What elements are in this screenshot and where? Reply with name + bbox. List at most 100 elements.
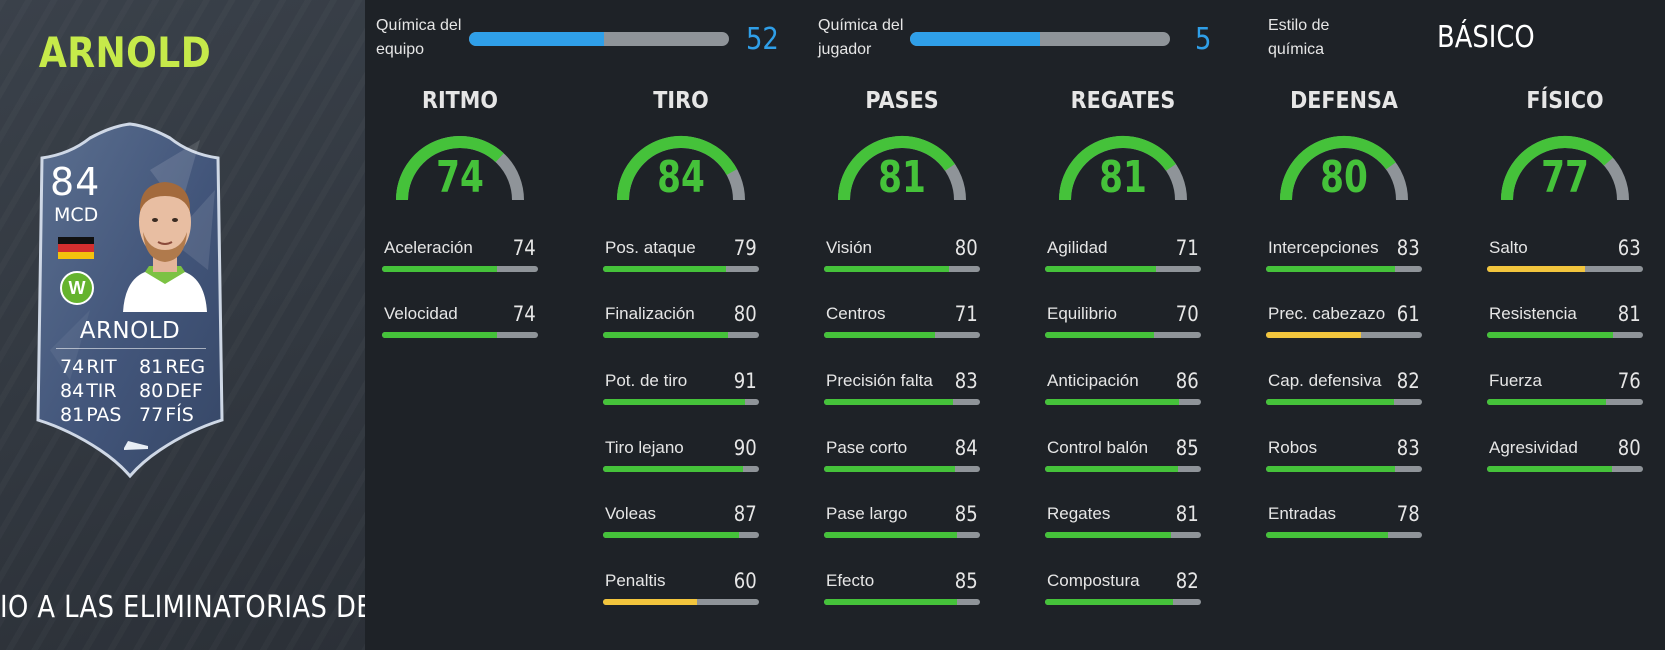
- attribute-bar: [603, 266, 759, 272]
- attribute-label: Efecto: [826, 571, 875, 590]
- attribute-label: Aceleración: [384, 238, 473, 257]
- category-gauge: [617, 136, 745, 201]
- team-chemistry-fill: [469, 32, 605, 46]
- attribute-row: Centros 71: [824, 302, 980, 354]
- attribute-bar-fill: [1045, 399, 1180, 405]
- chemistry-style[interactable]: Estilo de química BÁSICO: [1268, 16, 1568, 66]
- attribute-bar: [824, 532, 980, 538]
- attribute-label: Equilibrio: [1047, 304, 1117, 323]
- attribute-bar-fill: [1045, 599, 1173, 605]
- attribute-label: Visión: [826, 238, 872, 257]
- attribute-label: Control balón: [1047, 438, 1149, 457]
- attribute-label: Velocidad: [384, 304, 458, 323]
- category-gauge: [396, 136, 524, 201]
- gauge-fill: [1059, 136, 1176, 201]
- category-value: 80: [1320, 152, 1368, 203]
- attribute-label: Resistencia: [1489, 304, 1577, 323]
- attribute-bar-fill: [1487, 332, 1614, 338]
- attribute-bar: [824, 466, 980, 472]
- attribute-bar: [1487, 399, 1643, 405]
- attribute-bar: [603, 466, 759, 472]
- attribute-value: 84: [955, 436, 978, 460]
- gauge-fill: [1280, 136, 1396, 201]
- attribute-value: 61: [1397, 302, 1420, 326]
- attribute-bar-fill: [1266, 532, 1388, 538]
- attribute-bar-fill: [1266, 466, 1396, 472]
- attribute-row: Pot. de tiro 91: [603, 369, 759, 421]
- attribute-row: Pos. ataque 79: [603, 236, 759, 288]
- attribute-label: Intercepciones: [1268, 238, 1379, 257]
- attribute-bar-fill: [1266, 266, 1396, 272]
- player-card[interactable]: 84 MCD W ARNOLD 74 RIT 81 REG 84 TIR 80 DEF …: [30, 120, 230, 482]
- attribute-row: Precisión falta 83: [824, 369, 980, 421]
- promo-banner-text: IO A LAS ELIMINATORIAS DE: [0, 590, 365, 625]
- category-title: FÍSICO: [1526, 88, 1604, 114]
- attribute-bar: [824, 266, 980, 272]
- attribute-bar: [1045, 332, 1201, 338]
- attribute-label: Pase largo: [826, 504, 908, 523]
- attribute-value: 60: [734, 569, 757, 593]
- attribute-bar-fill: [603, 532, 739, 538]
- attribute-bar-fill: [824, 399, 954, 405]
- attribute-bar-fill: [824, 266, 949, 272]
- category-value: 81: [1099, 152, 1147, 203]
- attribute-row: Pase corto 84: [824, 436, 980, 488]
- attribute-label: Fuerza: [1489, 371, 1542, 390]
- attribute-value: 83: [955, 369, 978, 393]
- attribute-row: Finalización 80: [603, 302, 759, 354]
- player-chemistry-bar: [910, 32, 1170, 46]
- attribute-bar-fill: [603, 332, 728, 338]
- attribute-value: 80: [734, 302, 757, 326]
- attribute-bar: [824, 599, 980, 605]
- attribute-value: 87: [734, 502, 757, 526]
- attribute-value: 76: [1618, 369, 1641, 393]
- attribute-bar: [1487, 466, 1643, 472]
- attribute-label: Anticipación: [1047, 371, 1139, 390]
- attribute-value: 79: [734, 236, 757, 260]
- gauge-fill: [396, 136, 504, 201]
- category-gauge: [1059, 136, 1187, 201]
- card-stat: 84 TIR: [60, 380, 117, 402]
- attribute-bar: [1266, 466, 1422, 472]
- attribute-bar: [1266, 332, 1422, 338]
- player-chemistry-fill: [910, 32, 1040, 46]
- attribute-value: 63: [1618, 236, 1641, 260]
- attribute-row: Resistencia 81: [1487, 302, 1643, 354]
- attribute-bar-fill: [603, 466, 744, 472]
- attribute-bar-fill: [1045, 266, 1156, 272]
- attribute-bar-fill: [1266, 399, 1394, 405]
- attribute-row: Tiro lejano 90: [603, 436, 759, 488]
- category-title: RITMO: [422, 88, 498, 114]
- attribute-value: 80: [1618, 436, 1641, 460]
- category-gauge: [1280, 136, 1408, 201]
- attribute-label: Agresividad: [1489, 438, 1578, 457]
- attribute-row: Robos 83: [1266, 436, 1422, 488]
- category-title: PASES: [865, 88, 939, 114]
- attribute-bar: [382, 332, 538, 338]
- attribute-row: Agresividad 80: [1487, 436, 1643, 488]
- attribute-value: 81: [1618, 302, 1641, 326]
- team-chemistry-value: 52: [746, 22, 779, 57]
- card-stat: 81 REG: [139, 356, 206, 378]
- attribute-row: Regates 81: [1045, 502, 1201, 554]
- card-divider: [56, 348, 206, 349]
- attribute-label: Voleas: [605, 504, 657, 523]
- attribute-row: Prec. cabezazo 61: [1266, 302, 1422, 354]
- attribute-label: Salto: [1489, 238, 1528, 257]
- attribute-row: Voleas 87: [603, 502, 759, 554]
- attribute-label: Compostura: [1047, 571, 1140, 590]
- player-name-title: ARNOLD: [38, 28, 212, 77]
- card-stat: 81 PAS: [60, 404, 122, 426]
- attribute-row: Salto 63: [1487, 236, 1643, 288]
- attribute-bar-fill: [603, 266, 727, 272]
- attribute-row: Velocidad 74: [382, 302, 538, 354]
- attribute-row: Fuerza 76: [1487, 369, 1643, 421]
- attribute-label: Agilidad: [1047, 238, 1108, 257]
- team-chemistry: Química del equipo 52: [376, 16, 779, 66]
- category-title: DEFENSA: [1290, 88, 1398, 114]
- attribute-label: Centros: [826, 304, 886, 323]
- attribute-value: 85: [955, 502, 978, 526]
- attribute-bar-fill: [603, 399, 745, 405]
- attribute-bar: [603, 532, 759, 538]
- category-value: 81: [878, 152, 926, 203]
